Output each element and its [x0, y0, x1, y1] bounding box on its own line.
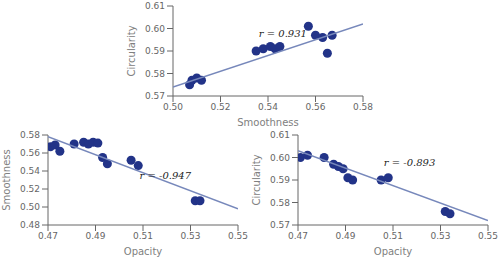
svg-text:Opacity: Opacity: [124, 246, 163, 257]
svg-text:Circularity: Circularity: [126, 25, 137, 76]
svg-text:0.59: 0.59: [270, 175, 290, 185]
svg-text:0.60: 0.60: [270, 153, 290, 163]
svg-text:0.47: 0.47: [288, 231, 308, 241]
svg-text:0.57: 0.57: [145, 91, 165, 101]
svg-text:0.49: 0.49: [335, 231, 355, 241]
svg-text:r = -0.893: r = -0.893: [384, 157, 436, 168]
svg-text:0.58: 0.58: [270, 198, 290, 208]
svg-text:0.52: 0.52: [20, 184, 40, 194]
svg-text:0.58: 0.58: [20, 130, 40, 140]
svg-text:0.51: 0.51: [383, 231, 403, 241]
svg-text:0.58: 0.58: [353, 102, 373, 112]
svg-text:0.49: 0.49: [85, 231, 105, 241]
svg-text:0.52: 0.52: [210, 102, 230, 112]
svg-text:0.53: 0.53: [430, 231, 450, 241]
svg-text:Smoothness: Smoothness: [237, 117, 299, 128]
svg-text:0.59: 0.59: [145, 46, 165, 56]
svg-text:0.61: 0.61: [145, 1, 165, 11]
svg-text:Smoothness: Smoothness: [8, 149, 12, 211]
svg-text:0.54: 0.54: [258, 102, 278, 112]
svg-text:0.50: 0.50: [20, 202, 40, 212]
svg-text:0.47: 0.47: [38, 231, 58, 241]
svg-text:0.56: 0.56: [20, 148, 40, 158]
svg-text:0.56: 0.56: [305, 102, 325, 112]
svg-text:0.50: 0.50: [163, 102, 183, 112]
svg-text:0.55: 0.55: [228, 231, 248, 241]
svg-text:r = 0.931: r = 0.931: [259, 28, 307, 39]
svg-text:0.60: 0.60: [145, 24, 165, 34]
svg-text:0.54: 0.54: [20, 166, 40, 176]
svg-text:Opacity: Opacity: [374, 246, 413, 257]
svg-text:0.53: 0.53: [180, 231, 200, 241]
svg-text:0.55: 0.55: [478, 231, 492, 241]
svg-text:0.48: 0.48: [20, 220, 40, 230]
svg-text:0.58: 0.58: [145, 69, 165, 79]
svg-text:0.57: 0.57: [270, 220, 290, 230]
svg-text:0.51: 0.51: [133, 231, 153, 241]
svg-text:0.61: 0.61: [270, 130, 290, 140]
svg-text:r = -0.947: r = -0.947: [140, 170, 192, 181]
svg-text:Circularity: Circularity: [251, 154, 262, 205]
